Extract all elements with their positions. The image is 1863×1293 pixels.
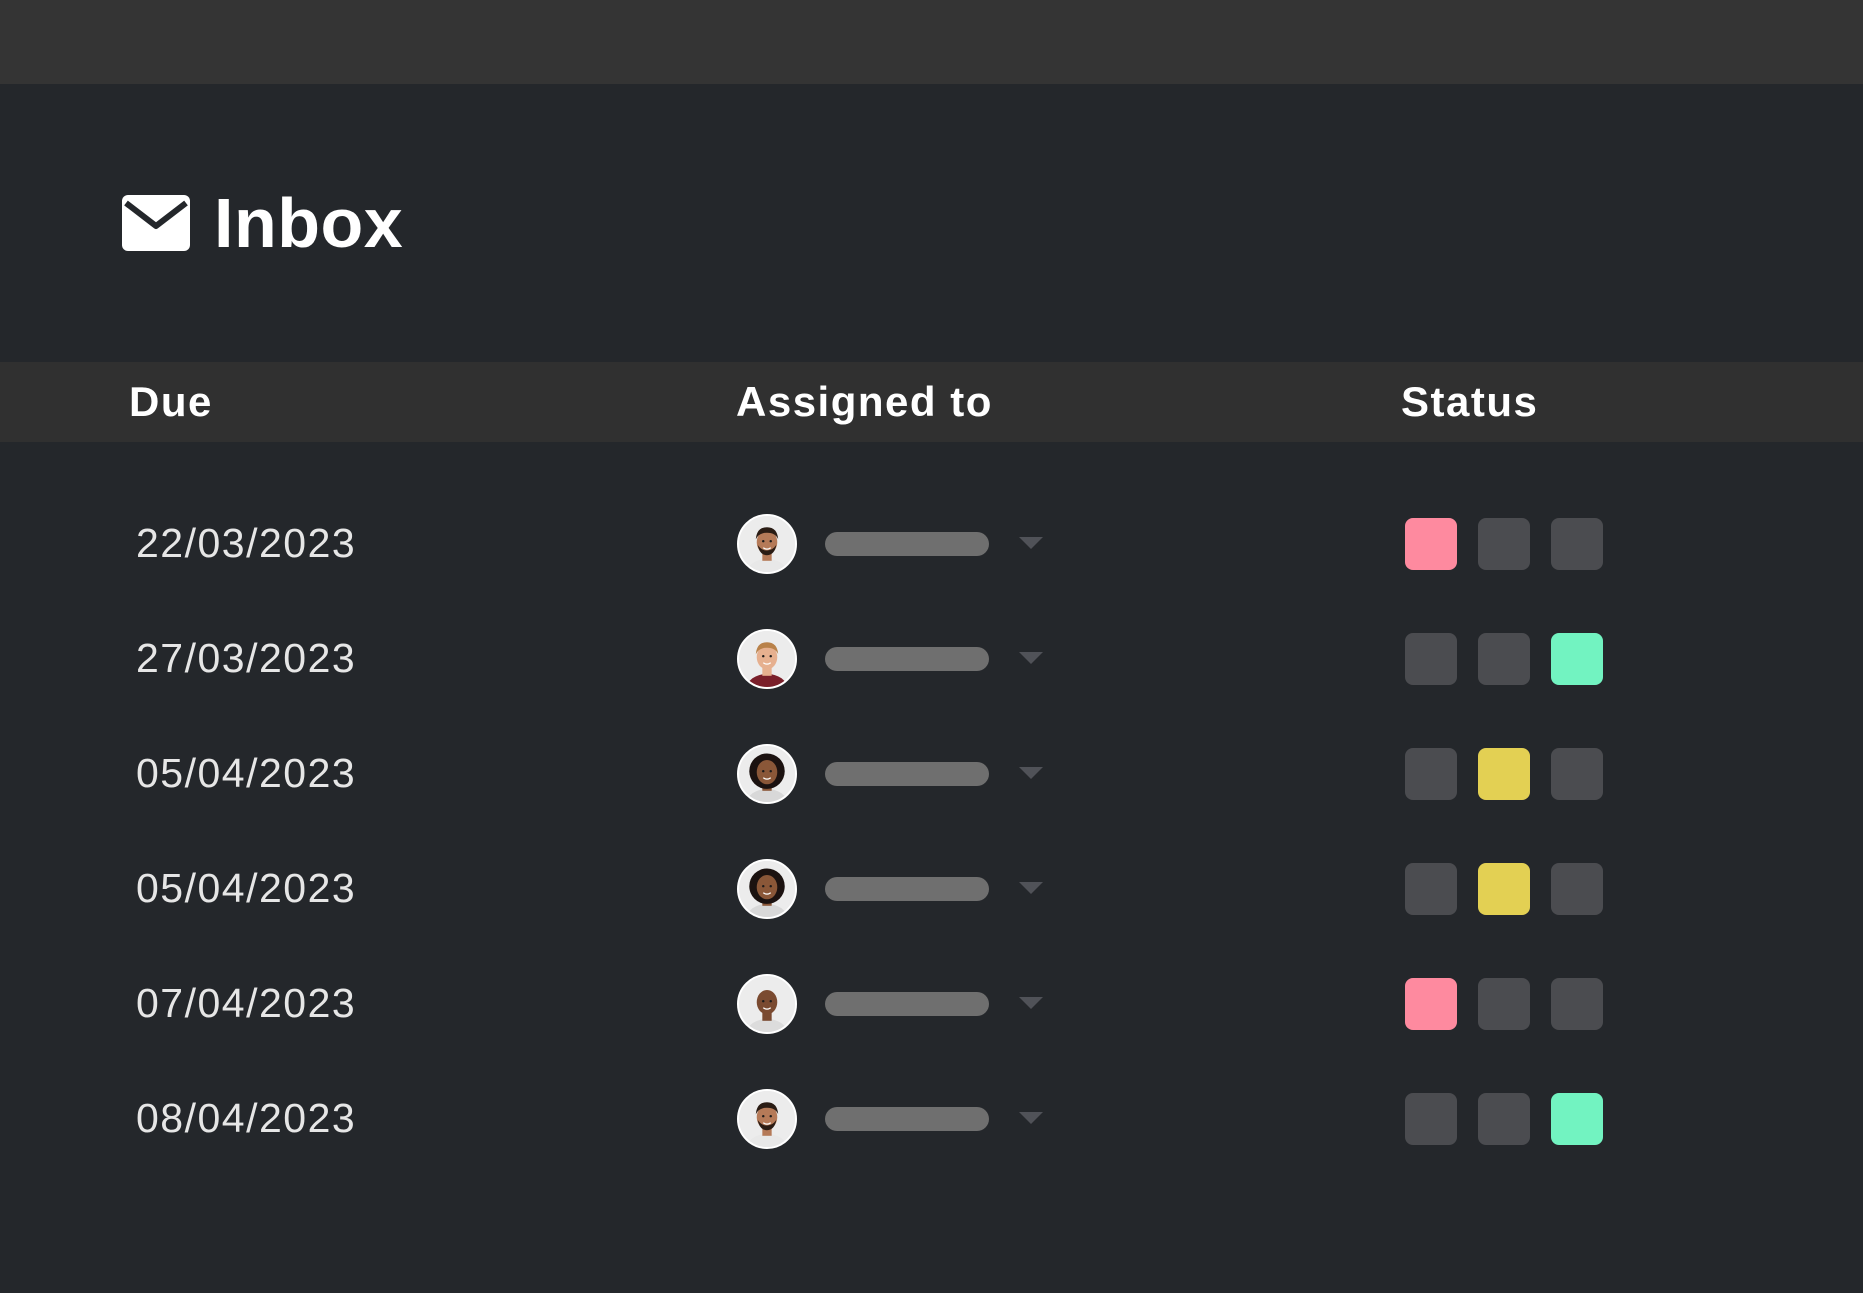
status-option-1[interactable] — [1405, 748, 1457, 800]
mail-icon — [122, 195, 190, 251]
due-date: 08/04/2023 — [136, 1095, 357, 1141]
status-option-3[interactable] — [1551, 978, 1603, 1030]
status-option-2[interactable] — [1478, 748, 1530, 800]
status-option-1[interactable] — [1405, 978, 1457, 1030]
assignee-name-placeholder — [825, 532, 989, 556]
assignee-name-placeholder — [825, 647, 989, 671]
column-header-due[interactable]: Due — [129, 378, 213, 425]
table-row[interactable]: 05/04/2023 — [0, 831, 1863, 946]
avatar — [737, 744, 797, 804]
assignee-selector[interactable] — [737, 858, 1043, 920]
avatar — [737, 514, 797, 574]
table-row[interactable]: 22/03/2023 — [0, 486, 1863, 601]
assignee-name-placeholder — [825, 1107, 989, 1131]
status-option-3[interactable] — [1551, 518, 1603, 570]
status-option-2[interactable] — [1478, 978, 1530, 1030]
task-list: 22/03/2023 27/03/2023 05/04/2023 — [0, 486, 1863, 1176]
page-header: Inbox — [122, 178, 403, 268]
status-option-3[interactable] — [1551, 863, 1603, 915]
table-header: Due Assigned to Status — [0, 362, 1863, 442]
status-selector — [1405, 978, 1603, 1030]
status-option-1[interactable] — [1405, 518, 1457, 570]
column-header-status[interactable]: Status — [1401, 378, 1539, 425]
chevron-down-icon[interactable] — [1019, 767, 1043, 781]
chevron-down-icon[interactable] — [1019, 997, 1043, 1011]
status-option-3[interactable] — [1551, 1093, 1603, 1145]
table-row[interactable]: 27/03/2023 — [0, 601, 1863, 716]
status-selector — [1405, 633, 1603, 685]
table-row[interactable]: 05/04/2023 — [0, 716, 1863, 831]
due-date: 22/03/2023 — [136, 520, 357, 566]
assignee-name-placeholder — [825, 762, 989, 786]
status-option-1[interactable] — [1405, 1093, 1457, 1145]
status-option-2[interactable] — [1478, 863, 1530, 915]
status-selector — [1405, 863, 1603, 915]
chevron-down-icon[interactable] — [1019, 882, 1043, 896]
assignee-name-placeholder — [825, 992, 989, 1016]
due-date: 05/04/2023 — [136, 865, 357, 911]
page-title: Inbox — [214, 184, 404, 262]
chevron-down-icon[interactable] — [1019, 537, 1043, 551]
status-option-1[interactable] — [1405, 863, 1457, 915]
avatar — [737, 1089, 797, 1149]
assignee-selector[interactable] — [737, 1088, 1043, 1150]
status-option-2[interactable] — [1478, 518, 1530, 570]
assignee-selector[interactable] — [737, 628, 1043, 690]
status-option-3[interactable] — [1551, 633, 1603, 685]
assignee-selector[interactable] — [737, 513, 1043, 575]
status-option-2[interactable] — [1478, 633, 1530, 685]
assignee-selector[interactable] — [737, 973, 1043, 1035]
status-selector — [1405, 1093, 1603, 1145]
assignee-selector[interactable] — [737, 743, 1043, 805]
status-option-1[interactable] — [1405, 633, 1457, 685]
status-option-3[interactable] — [1551, 748, 1603, 800]
status-option-2[interactable] — [1478, 1093, 1530, 1145]
table-row[interactable]: 07/04/2023 — [0, 946, 1863, 1061]
avatar — [737, 974, 797, 1034]
avatar — [737, 859, 797, 919]
assignee-name-placeholder — [825, 877, 989, 901]
status-selector — [1405, 748, 1603, 800]
top-bar — [0, 0, 1863, 84]
due-date: 05/04/2023 — [136, 750, 357, 796]
status-selector — [1405, 518, 1603, 570]
table-row[interactable]: 08/04/2023 — [0, 1061, 1863, 1176]
due-date: 27/03/2023 — [136, 635, 357, 681]
due-date: 07/04/2023 — [136, 980, 357, 1026]
column-header-assigned-to[interactable]: Assigned to — [736, 378, 993, 425]
avatar — [737, 629, 797, 689]
chevron-down-icon[interactable] — [1019, 652, 1043, 666]
chevron-down-icon[interactable] — [1019, 1112, 1043, 1126]
